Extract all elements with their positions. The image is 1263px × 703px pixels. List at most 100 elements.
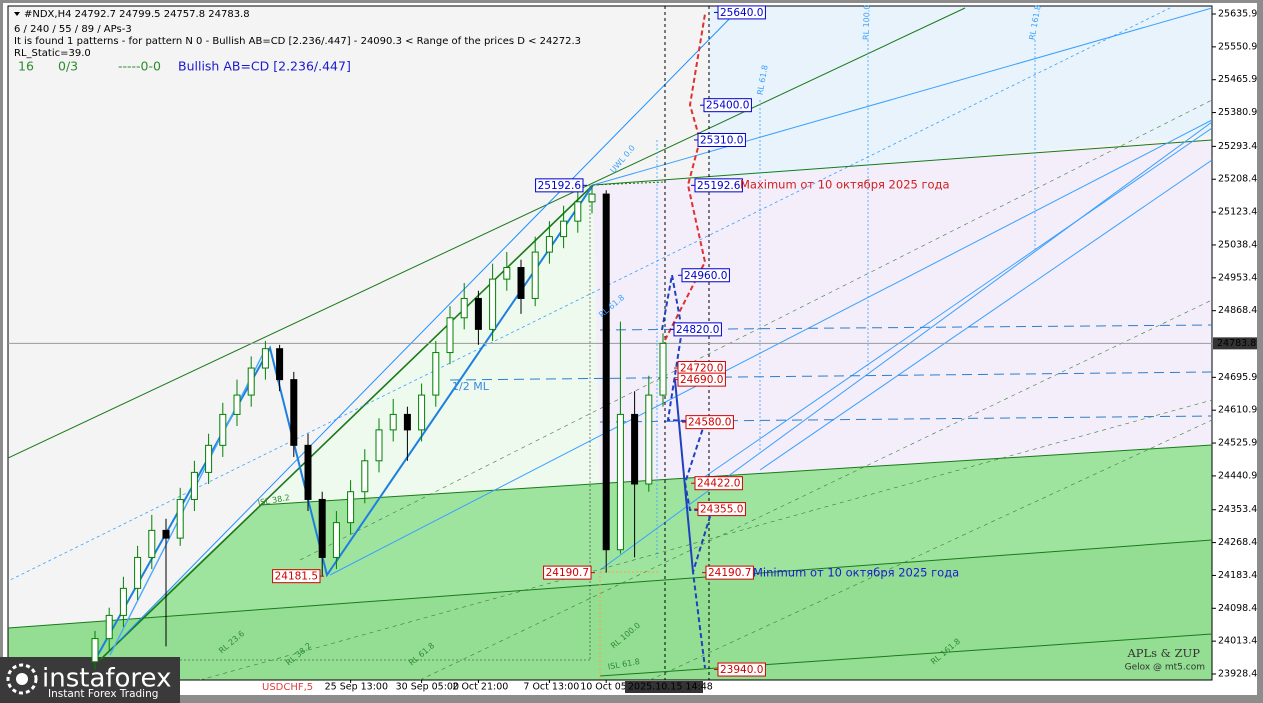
cursor-time-box bbox=[625, 681, 703, 693]
price-level: 24181.5 bbox=[272, 569, 324, 584]
candle-body bbox=[432, 352, 440, 396]
candle-body bbox=[148, 529, 156, 558]
price-level: 24720.0 bbox=[674, 361, 726, 376]
candle-body bbox=[531, 251, 539, 299]
price-level: 25640.0 bbox=[714, 5, 766, 20]
candle-body bbox=[602, 193, 610, 551]
brand-tagline: Instant Forex Trading bbox=[48, 688, 158, 700]
price-level-label: 24355.0 bbox=[700, 504, 743, 516]
target-zone bbox=[709, 6, 1212, 180]
symbol-tab: USDCHF,5 bbox=[262, 682, 313, 693]
candle-body bbox=[176, 498, 184, 539]
candle-body bbox=[162, 529, 170, 539]
price-level: 24690.0 bbox=[674, 372, 726, 387]
logo-icon bbox=[6, 663, 38, 695]
status: 0/3 bbox=[58, 59, 78, 74]
candle-body bbox=[261, 348, 269, 369]
price-level: 24190.7 bbox=[702, 565, 754, 580]
candle-body bbox=[361, 460, 369, 493]
price-level: 24355.0 bbox=[694, 502, 746, 517]
max-note: Maximum от 10 октября 2025 года bbox=[740, 178, 950, 192]
price-level-label: 24580.0 bbox=[688, 417, 731, 429]
price-level-label: 25400.0 bbox=[706, 100, 749, 112]
y-tick-label: 24013.4 bbox=[1218, 636, 1257, 647]
price-level-label: 23940.0 bbox=[720, 664, 763, 676]
y-tick-label: 24183.4 bbox=[1218, 570, 1257, 581]
credit: Gelox @ mt5.com bbox=[1125, 663, 1205, 673]
price-level: 24190.7 bbox=[543, 565, 595, 580]
analysis-line bbox=[8, 7, 966, 459]
candle-body bbox=[389, 413, 397, 431]
analysis-line bbox=[259, 444, 1212, 506]
price-level: 25400.0 bbox=[700, 98, 752, 113]
candle-body bbox=[631, 413, 639, 485]
y-tick-label: 24353.4 bbox=[1218, 504, 1257, 515]
price-level-label: 24960.0 bbox=[684, 270, 727, 282]
analysis-line bbox=[419, 299, 1212, 680]
analysis-line bbox=[592, 139, 1212, 186]
candle-body bbox=[219, 413, 227, 446]
analysis-line bbox=[599, 633, 1212, 677]
price-level: 25192.6 bbox=[691, 178, 743, 193]
y-tick-label: 24868.4 bbox=[1218, 305, 1257, 316]
info-line: 6 / 240 / 55 / 89 / APs-3 bbox=[14, 24, 132, 35]
y-tick-label: 25465.9 bbox=[1218, 74, 1257, 85]
candle-body bbox=[403, 413, 411, 431]
analysis-line bbox=[759, 159, 1212, 471]
cursor-time: 2025.10.15 14:48 bbox=[628, 682, 713, 693]
y-tick-label: 25123.4 bbox=[1218, 207, 1257, 218]
x-tick-label: 2 Oct 21:00 bbox=[452, 682, 508, 693]
candle-body bbox=[105, 614, 113, 640]
price-level: 24960.0 bbox=[678, 268, 730, 283]
price-level: 24820.0 bbox=[670, 322, 722, 337]
price-level: 24422.0 bbox=[691, 476, 743, 491]
y-tick-label: 24098.4 bbox=[1218, 603, 1257, 614]
symbol-line: #NDX,H4 24792.7 24799.5 24757.8 24783.8 bbox=[24, 9, 250, 20]
candle-body bbox=[645, 394, 653, 485]
fib-label: RL 100.0 bbox=[862, 4, 872, 40]
analysis-line bbox=[599, 121, 1212, 571]
price-level-label: 24720.0 bbox=[680, 363, 723, 375]
candle-body bbox=[560, 220, 568, 238]
analysis-line bbox=[592, 181, 666, 186]
analysis-line bbox=[699, 127, 1212, 481]
candle-body bbox=[119, 587, 127, 616]
analysis-line bbox=[199, 399, 1212, 680]
y-tick-label: 25293.4 bbox=[1218, 141, 1257, 152]
last-price-box bbox=[1213, 337, 1257, 350]
candle-body bbox=[588, 193, 596, 203]
price-level: 25192.6 bbox=[535, 178, 587, 193]
candle-body bbox=[489, 278, 497, 330]
status: 16 bbox=[18, 59, 34, 74]
info-line: RL_Static=39.0 bbox=[14, 48, 91, 59]
candle-body bbox=[304, 444, 312, 500]
candle-body bbox=[659, 342, 667, 396]
y-tick-label: 24440.9 bbox=[1218, 470, 1257, 481]
candle-body bbox=[276, 348, 284, 381]
candle-body bbox=[233, 394, 241, 415]
y-tick-label: 24695.9 bbox=[1218, 372, 1257, 383]
logo-icon bbox=[16, 673, 28, 685]
price-level-label: 24190.7 bbox=[546, 567, 589, 579]
candle-body bbox=[347, 491, 355, 524]
menu-arrow bbox=[14, 12, 20, 16]
candle-body bbox=[290, 379, 298, 446]
x-tick-label: 7 Oct 13:00 bbox=[523, 682, 579, 693]
candle-body bbox=[474, 297, 482, 330]
price-level: 25310.0 bbox=[694, 132, 746, 147]
support-zone-lower bbox=[8, 540, 1212, 680]
candle-body bbox=[375, 429, 383, 462]
candle-body bbox=[545, 236, 553, 253]
logo-background bbox=[0, 657, 180, 703]
analysis-line bbox=[299, 99, 1212, 561]
analysis-line bbox=[119, 7, 741, 641]
price-level-label: 24422.0 bbox=[697, 478, 740, 490]
price-level-label: 25310.0 bbox=[700, 134, 743, 146]
price-level-label: 24190.7 bbox=[708, 567, 751, 579]
status: -----0-0 bbox=[118, 59, 161, 74]
candle-body bbox=[190, 471, 198, 500]
candle-body bbox=[134, 556, 142, 589]
analysis-line bbox=[329, 119, 1212, 576]
y-tick-label: 25635.9 bbox=[1218, 9, 1257, 20]
